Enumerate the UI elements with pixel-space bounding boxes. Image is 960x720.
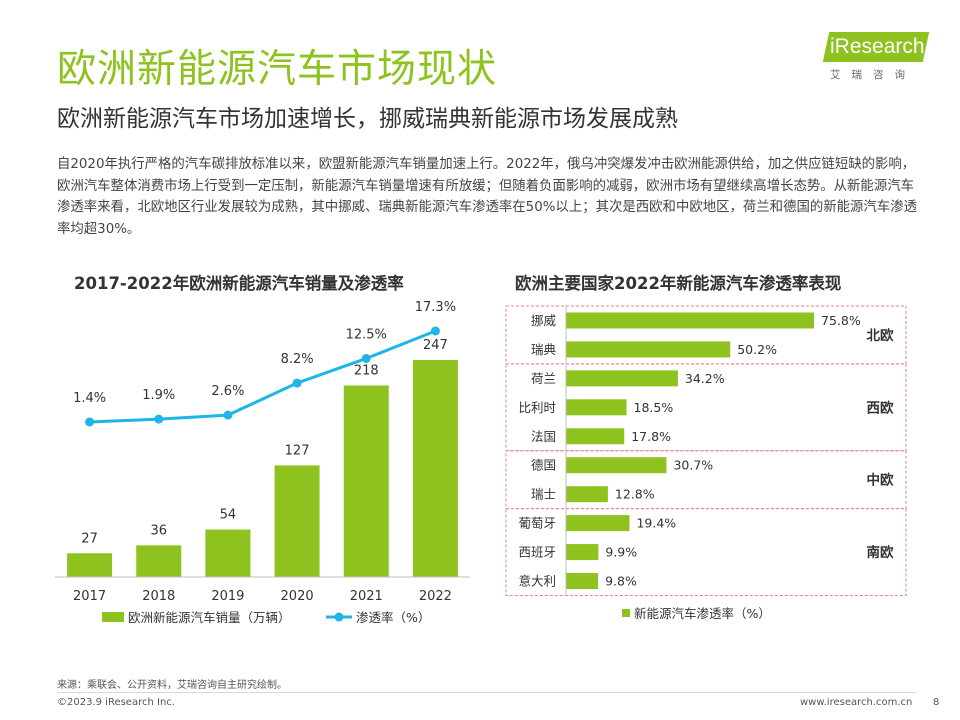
copyright: ©2023.9 iResearch Inc.	[57, 697, 175, 708]
penetration-label: 2.6%	[211, 384, 244, 399]
sales-bar-label: 127	[285, 443, 310, 458]
sales-chart-title: 2017-2022年欧洲新能源汽车销量及渗透率	[74, 274, 404, 293]
sales-bar	[136, 545, 182, 577]
website: www.iresearch.com.cn	[800, 697, 913, 708]
country-bar	[566, 341, 731, 358]
country-value-label: 34.2%	[685, 371, 725, 386]
year-tick-label: 2021	[350, 589, 383, 604]
country-value-label: 9.9%	[605, 545, 637, 560]
country-bar	[566, 573, 599, 590]
logo-chinese-name: 艾瑞咨询	[830, 69, 916, 81]
sales-bar	[205, 529, 251, 577]
sales-bar-label: 218	[354, 363, 379, 378]
year-tick-label: 2017	[73, 589, 106, 604]
iresearch-logo: iResearch 艾瑞咨询	[822, 32, 932, 84]
footer-divider	[57, 692, 917, 693]
legend-bar-swatch	[102, 612, 124, 622]
country-bar	[566, 370, 678, 387]
region-label: 中欧	[867, 472, 895, 489]
legend-label: 新能源汽车渗透率（%）	[634, 606, 771, 621]
page-subtitle: 欧洲新能源汽车市场加速增长，挪威瑞典新能源市场发展成熟	[57, 106, 678, 132]
penetration-point	[223, 410, 233, 420]
penetration-label: 12.5%	[346, 327, 387, 342]
country-label: 葡萄牙	[518, 516, 556, 531]
penetration-point	[85, 417, 95, 427]
year-tick-label: 2020	[281, 589, 314, 604]
penetration-point	[154, 414, 164, 424]
sales-bar	[343, 385, 389, 577]
country-value-label: 19.4%	[636, 516, 676, 531]
country-label: 德国	[531, 458, 556, 473]
penetration-label: 1.4%	[73, 391, 106, 406]
intro-paragraph: 自2020年执行严格的汽车碳排放标准以来，欧盟新能源汽车销量加速上行。2022年…	[57, 157, 917, 237]
country-label: 西班牙	[518, 545, 556, 560]
year-tick-label: 2018	[142, 589, 175, 604]
penetration-point	[361, 353, 371, 363]
penetration-label: 8.2%	[281, 352, 314, 367]
country-value-label: 50.2%	[737, 342, 777, 357]
country-value-label: 75.8%	[821, 313, 861, 328]
country-label: 比利时	[518, 400, 556, 415]
year-tick-label: 2022	[419, 589, 452, 604]
sales-bar-label: 247	[423, 338, 448, 353]
country-bar	[566, 312, 814, 329]
country-bar	[566, 428, 625, 445]
country-bar	[566, 399, 627, 416]
legend-line-label: 渗透率（%）	[356, 610, 430, 625]
country-bar	[566, 457, 667, 474]
sales-bar	[412, 360, 458, 577]
penetration-chart-title: 欧洲主要国家2022年新能源汽车渗透率表现	[515, 274, 842, 293]
penetration-point	[292, 378, 302, 388]
sales-bar-label: 54	[220, 508, 237, 523]
page-number: 8	[933, 697, 940, 708]
legend-swatch	[622, 609, 630, 617]
logo-text: iResearch	[830, 35, 925, 58]
sales-bar	[67, 553, 113, 577]
country-value-label: 9.8%	[605, 574, 637, 589]
penetration-point	[430, 326, 440, 336]
country-label: 瑞典	[531, 342, 556, 357]
country-label: 意大利	[518, 574, 556, 589]
country-label: 法国	[531, 429, 556, 444]
sales-bar-label: 36	[150, 523, 167, 538]
region-label: 北欧	[867, 327, 895, 344]
penetration-label: 17.3%	[415, 300, 456, 315]
region-group-box	[505, 508, 907, 596]
page-title: 欧洲新能源汽车市场现状	[57, 47, 498, 92]
country-bar	[566, 515, 630, 532]
country-value-label: 12.8%	[615, 487, 655, 502]
penetration-label: 1.9%	[142, 388, 175, 403]
country-value-label: 18.5%	[634, 400, 674, 415]
region-label: 西欧	[867, 399, 895, 416]
sales-bar-label: 27	[81, 531, 98, 546]
country-label: 挪威	[531, 313, 557, 328]
country-label: 瑞士	[531, 487, 556, 502]
country-label: 荷兰	[531, 371, 556, 386]
country-value-label: 30.7%	[673, 458, 713, 473]
year-tick-label: 2019	[211, 589, 244, 604]
country-bar	[566, 486, 608, 503]
penetration-line	[89, 329, 436, 424]
legend-bar-label: 欧洲新能源汽车销量（万辆）	[128, 610, 291, 625]
sales-bar	[274, 465, 320, 577]
region-label: 南欧	[867, 544, 895, 561]
source-note: 来源：乘联会、公开资料，艾瑞咨询自主研究绘制。	[57, 680, 287, 691]
country-bar	[566, 544, 599, 561]
country-value-label: 17.8%	[631, 429, 671, 444]
legend-line-marker	[334, 612, 344, 622]
